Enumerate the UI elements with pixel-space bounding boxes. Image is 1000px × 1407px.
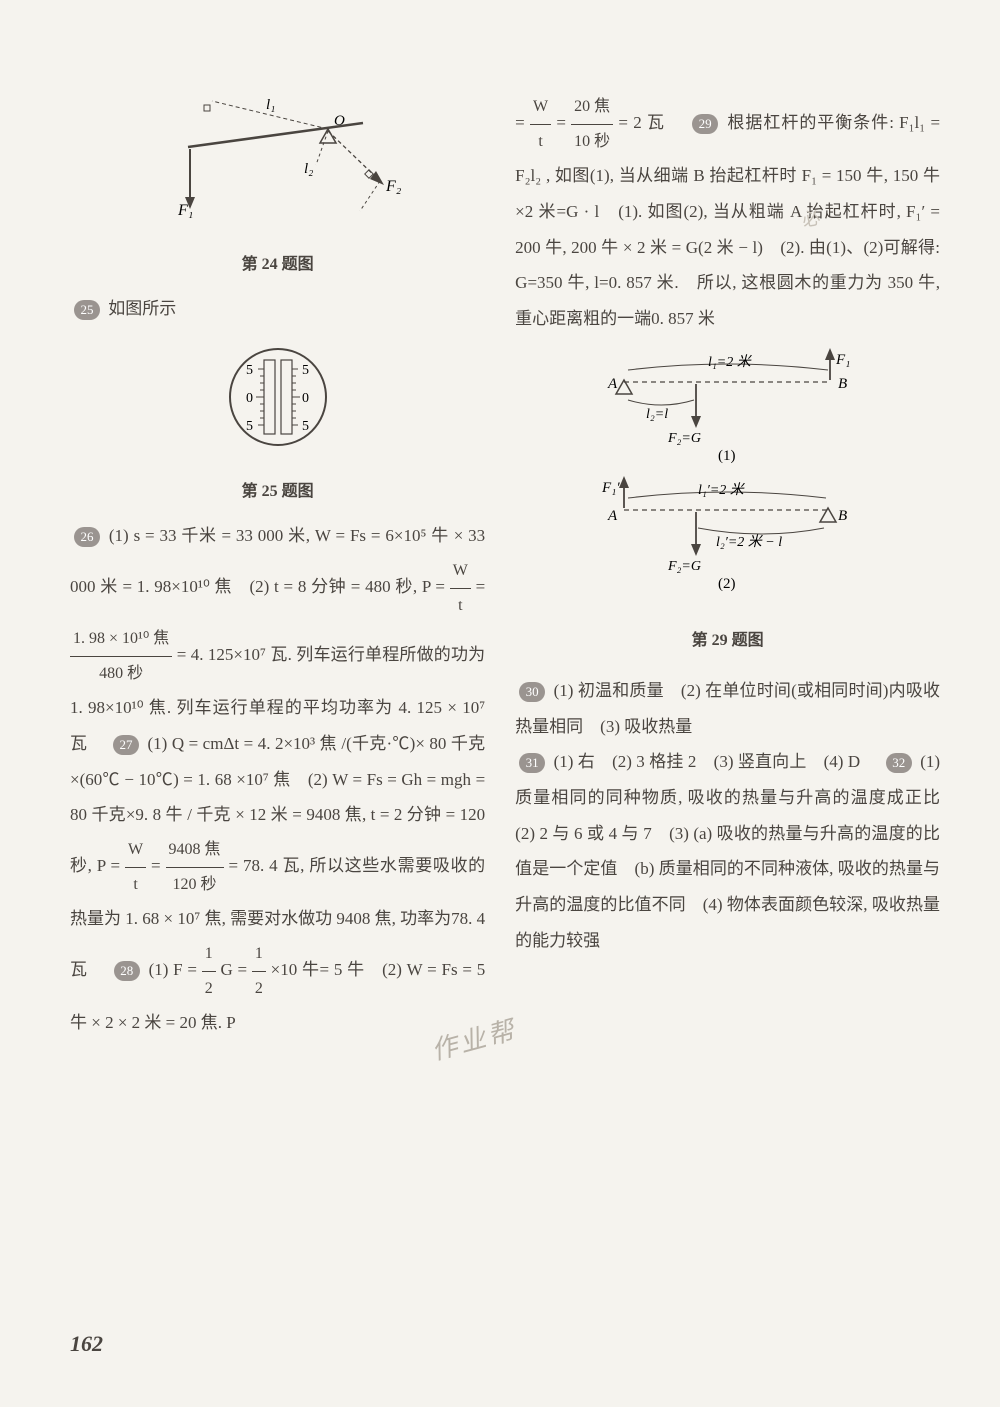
svg-text:0: 0: [246, 391, 253, 406]
frac-power-2: 9408 焦120 秒: [166, 833, 224, 901]
badge-26: 26: [74, 527, 100, 547]
svg-text:F₂: F₂: [385, 178, 402, 195]
svg-text:(2): (2): [718, 576, 736, 592]
badge-29: 29: [692, 114, 718, 134]
right-column: = Wt = 20 焦10 秒 = 2 瓦 29 根据杠杆的平衡条件: F₁l₁…: [515, 90, 940, 1041]
svg-text:l₁=2 米: l₁=2 米: [708, 354, 753, 370]
svg-text:5: 5: [302, 363, 309, 378]
para-30-32: 30 (1) 初温和质量 (2) 在单位时间(或相同时间)内吸收热量相同 (3)…: [515, 673, 940, 959]
svg-text:(1): (1): [718, 448, 736, 464]
frac-W-t-2: Wt: [125, 833, 146, 901]
badge-31: 31: [519, 753, 545, 773]
frac-W-t-1: Wt: [450, 554, 471, 622]
svg-text:l₁: l₁: [266, 97, 275, 113]
badge-27: 27: [113, 735, 139, 755]
fig25-caption: 第 25 题图: [70, 475, 485, 509]
svg-text:5: 5: [246, 419, 253, 434]
badge-30: 30: [519, 682, 545, 702]
frac-W-t-3: Wt: [530, 90, 551, 158]
frac-power-1: 1. 98 × 10¹⁰ 焦480 秒: [70, 622, 172, 690]
fig29-caption: 第 29 题图: [515, 624, 940, 658]
svg-text:l₁′=2 米: l₁′=2 米: [698, 482, 746, 498]
answer-25-text: 如图所示: [108, 299, 176, 318]
fig24-caption: 第 24 题图: [70, 248, 485, 282]
svg-text:A: A: [607, 376, 618, 392]
page-number: 162: [70, 1331, 103, 1357]
badge-25: 25: [74, 300, 100, 320]
figure-25: 5 0 5 5 0 5 第 25 题图: [70, 332, 485, 508]
frac-power-3: 20 焦10 秒: [571, 90, 613, 158]
svg-text:B: B: [838, 376, 847, 392]
badge-32: 32: [886, 753, 912, 773]
svg-text:0: 0: [302, 391, 309, 406]
svg-text:5: 5: [246, 363, 253, 378]
svg-text:F₁: F₁: [177, 202, 193, 219]
svg-text:O: O: [334, 113, 345, 129]
svg-text:l₂=l: l₂=l: [646, 407, 668, 422]
frac-half-2: 12: [252, 937, 266, 1005]
para-29: = Wt = 20 焦10 秒 = 2 瓦 29 根据杠杆的平衡条件: F₁l₁…: [515, 90, 940, 337]
fig25-svg: 5 0 5 5 0 5: [198, 332, 358, 462]
fig29-svg: A B F₁ l₁=2 米 l₂=l F₂=G (1): [568, 352, 888, 612]
content-columns: F₁ F₂ O l₁ l₂ 第 24 题图 25 如图所示: [70, 90, 940, 1041]
para-26-28: 26 (1) s = 33 千米 = 33 000 米, W = Fs = 6×…: [70, 518, 485, 1041]
fig24-svg: F₁ F₂ O l₁ l₂: [148, 95, 408, 235]
svg-text:B: B: [838, 508, 847, 524]
svg-text:5: 5: [302, 419, 309, 434]
svg-text:A: A: [607, 508, 618, 524]
svg-text:F₂=G: F₂=G: [667, 431, 701, 446]
figure-24: F₁ F₂ O l₁ l₂ 第 24 题图: [70, 95, 485, 281]
svg-text:l₂: l₂: [304, 161, 313, 177]
svg-text:F₁: F₁: [835, 352, 850, 368]
answer-25: 25 如图所示: [70, 291, 485, 327]
figure-29: A B F₁ l₁=2 米 l₂=l F₂=G (1): [515, 352, 940, 658]
frac-half-1: 12: [202, 937, 216, 1005]
badge-28: 28: [114, 961, 140, 981]
svg-text:F₁′: F₁′: [601, 480, 620, 496]
svg-text:F₂=G: F₂=G: [667, 559, 701, 574]
svg-text:l₂′=2 米 − l: l₂′=2 米 − l: [716, 534, 782, 550]
left-column: F₁ F₂ O l₁ l₂ 第 24 题图 25 如图所示: [70, 90, 485, 1041]
